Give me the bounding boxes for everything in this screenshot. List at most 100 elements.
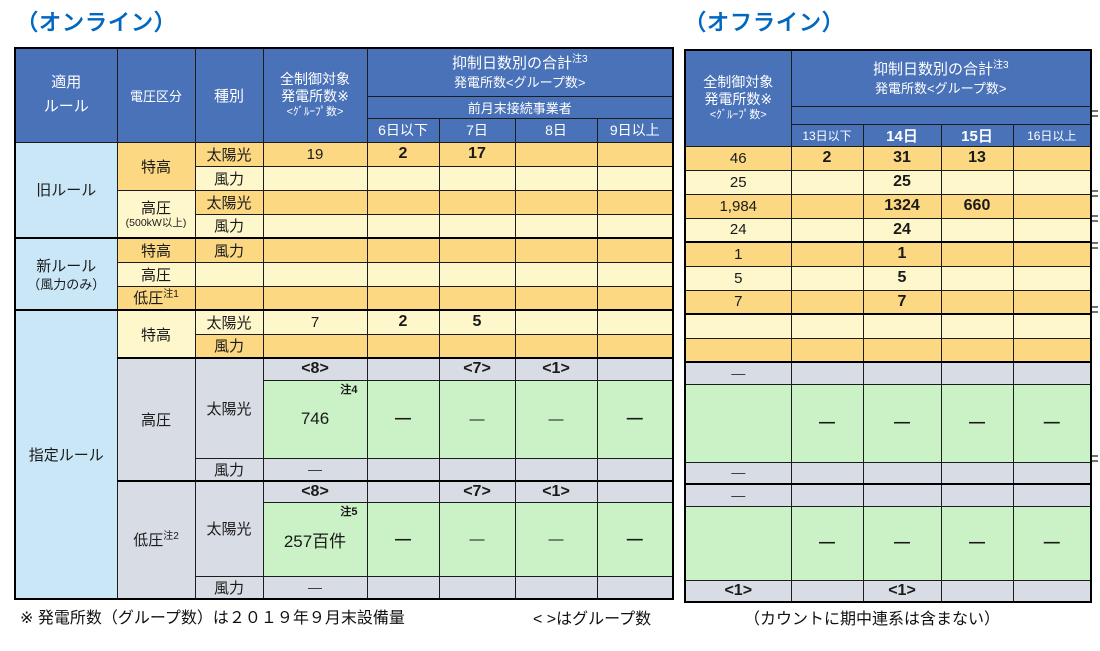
col-8days: 8日	[514, 117, 598, 143]
offline-table-body: 46 2 31 13 25 25 1,984 1324 660 24 24 1 1 5 5 7 7— — — — — — —…	[684, 145, 1092, 603]
empty-cell	[596, 333, 674, 359]
table-row	[684, 337, 1092, 363]
table-row: 24 24	[684, 217, 1092, 243]
empty-cell	[596, 479, 674, 503]
empty-cell	[940, 289, 1014, 315]
empty-cell	[940, 265, 1014, 291]
empty-cell	[514, 576, 598, 600]
value-cell: —	[514, 379, 598, 459]
empty-cell	[366, 357, 440, 381]
empty-cell	[862, 361, 942, 385]
col-16days-or-more: 16日以上	[1012, 123, 1092, 147]
type-label: 風力	[194, 237, 264, 263]
col-9days-or-more: 9日以上	[596, 117, 674, 143]
header-type: 種別	[194, 47, 264, 143]
table-row: — — — —	[684, 505, 1092, 581]
value-cell: —	[684, 483, 792, 507]
empty-cell	[1012, 313, 1092, 339]
value-cell: 1,984	[684, 193, 792, 219]
value-cell: 25	[684, 169, 792, 195]
empty-cell	[1012, 265, 1092, 291]
empty-cell	[684, 337, 792, 363]
value-cell: 17	[438, 141, 516, 167]
table-row: —	[684, 483, 1092, 507]
table-row: — — — —	[684, 383, 1092, 463]
empty-cell	[790, 313, 864, 339]
empty-cell	[366, 457, 440, 481]
empty-cell	[366, 165, 440, 191]
edge-cutoff-artifact	[1092, 215, 1098, 225]
empty-cell	[366, 479, 440, 503]
type-label: 風力	[194, 165, 264, 191]
footnote-ref-3: 注3	[571, 53, 588, 65]
empty-cell	[438, 189, 516, 215]
value-cell: 1	[684, 241, 792, 267]
empty-cell	[438, 333, 516, 359]
empty-cell	[940, 217, 1014, 243]
voltage-label: 低圧注2	[116, 479, 196, 600]
value-cell: <1>	[684, 579, 792, 603]
table-row: 高圧	[15, 261, 674, 287]
value-cell: —	[514, 502, 598, 577]
empty-cell	[366, 285, 440, 311]
empty-cell	[596, 189, 674, 215]
empty-cell	[596, 285, 674, 311]
days-subtitle: 発電所数<グループ数>	[454, 74, 586, 90]
value-cell: 13	[940, 145, 1014, 171]
empty-cell	[862, 313, 942, 339]
empty-cell	[514, 285, 598, 311]
title-offline: （オフライン）	[684, 10, 846, 35]
empty-cell	[514, 457, 598, 481]
value-cell: 2	[366, 141, 440, 167]
value-cell: 5	[684, 265, 792, 291]
header-total-line1: 全制御対象	[280, 70, 350, 87]
value-cell: 24	[684, 217, 792, 243]
empty-cell	[262, 333, 368, 359]
table-row: 風力 —	[15, 576, 674, 600]
voltage-label: 高圧	[116, 261, 196, 287]
empty-cell	[940, 169, 1014, 195]
table-row: 注5 257百件 — — — —	[15, 502, 674, 577]
value-cell: 24	[862, 217, 942, 243]
empty-cell	[262, 237, 368, 263]
value-cell: 5	[438, 309, 516, 335]
empty-cell	[1012, 169, 1092, 195]
value-cell: —	[790, 505, 864, 581]
col-6days-or-less: 6日以下	[366, 117, 440, 143]
empty-cell	[790, 241, 864, 267]
empty-cell	[790, 193, 864, 219]
table-row: 指定ルール 特高 太陽光 7 2 5	[14, 309, 674, 600]
value-cell: <1>	[514, 357, 598, 381]
days-title-text: 抑制日数別の合計	[451, 54, 572, 72]
empty-cell	[366, 333, 440, 359]
value-cell: 660	[940, 193, 1014, 219]
value-cell: —	[366, 502, 440, 577]
empty-cell	[862, 461, 942, 485]
table-row: <1> <1>	[684, 579, 1092, 603]
empty-cell	[366, 237, 440, 263]
value-cell: 31	[862, 145, 942, 171]
empty-cell	[438, 457, 516, 481]
footnote-ref: 注2	[163, 531, 179, 543]
value-cell: 46	[684, 145, 792, 171]
footnote-groupnum: < >はグループ数	[533, 611, 652, 628]
empty-cell	[596, 261, 674, 287]
table-row: 高圧 (500kW以上) 太陽光	[15, 189, 674, 239]
table-row: 25 25	[684, 169, 1092, 195]
empty-cell	[514, 165, 598, 191]
rule-old-label: 旧ルール	[14, 141, 118, 239]
value-cell: —	[684, 361, 792, 385]
empty-cell	[596, 357, 674, 381]
edge-cutoff-artifact	[1092, 190, 1098, 200]
table-row: 1,984 1324 660	[684, 193, 1092, 219]
empty-cell	[790, 217, 864, 243]
empty-cell	[596, 165, 674, 191]
empty-cell	[366, 189, 440, 215]
empty-cell	[596, 213, 674, 239]
empty-cell	[790, 361, 864, 385]
value-cell: 1324	[862, 193, 942, 219]
header-days-title: 抑制日数別の合計注3 発電所数<グループ数>	[366, 47, 674, 97]
empty-cell	[940, 241, 1014, 267]
empty-cell	[1012, 193, 1092, 219]
